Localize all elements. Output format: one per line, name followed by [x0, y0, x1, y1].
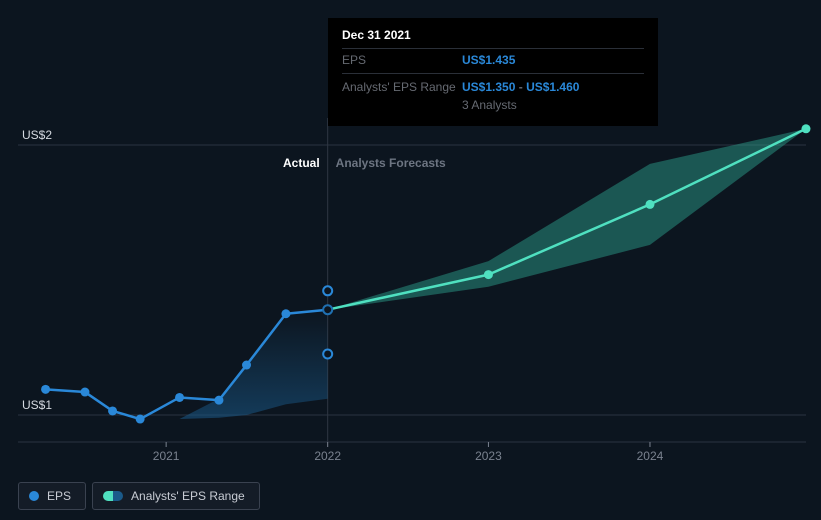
tooltip-analyst-count: 3 Analysts [462, 96, 644, 114]
eps-dot-icon [29, 491, 39, 501]
svg-text:Analysts Forecasts: Analysts Forecasts [336, 156, 446, 170]
svg-text:US$1: US$1 [22, 398, 52, 412]
svg-text:Actual: Actual [283, 156, 320, 170]
legend-item-eps[interactable]: EPS [18, 482, 86, 510]
eps-chart: US$2 US$1 Actual Analysts Forecasts 2021 2022… [0, 0, 821, 520]
legend: EPS Analysts' EPS Range [18, 482, 260, 510]
tooltip-eps-value: US$1.435 [462, 51, 644, 69]
hover-tooltip: Dec 31 2021 EPS US$1.435 Analysts' EPS R… [328, 18, 658, 126]
svg-text:2022: 2022 [314, 449, 341, 463]
legend-label-range: Analysts' EPS Range [131, 489, 245, 503]
svg-text:2023: 2023 [475, 449, 502, 463]
svg-text:US$2: US$2 [22, 128, 52, 142]
legend-label-eps: EPS [47, 489, 71, 503]
range-swatch-icon [103, 491, 123, 501]
svg-text:2021: 2021 [153, 449, 180, 463]
legend-item-range[interactable]: Analysts' EPS Range [92, 482, 260, 510]
svg-text:2024: 2024 [637, 449, 664, 463]
tooltip-date: Dec 31 2021 [342, 28, 644, 42]
tooltip-range-value: US$1.350 - US$1.460 [462, 78, 644, 96]
tooltip-range-label: Analysts' EPS Range [342, 78, 462, 96]
tooltip-eps-label: EPS [342, 51, 462, 69]
